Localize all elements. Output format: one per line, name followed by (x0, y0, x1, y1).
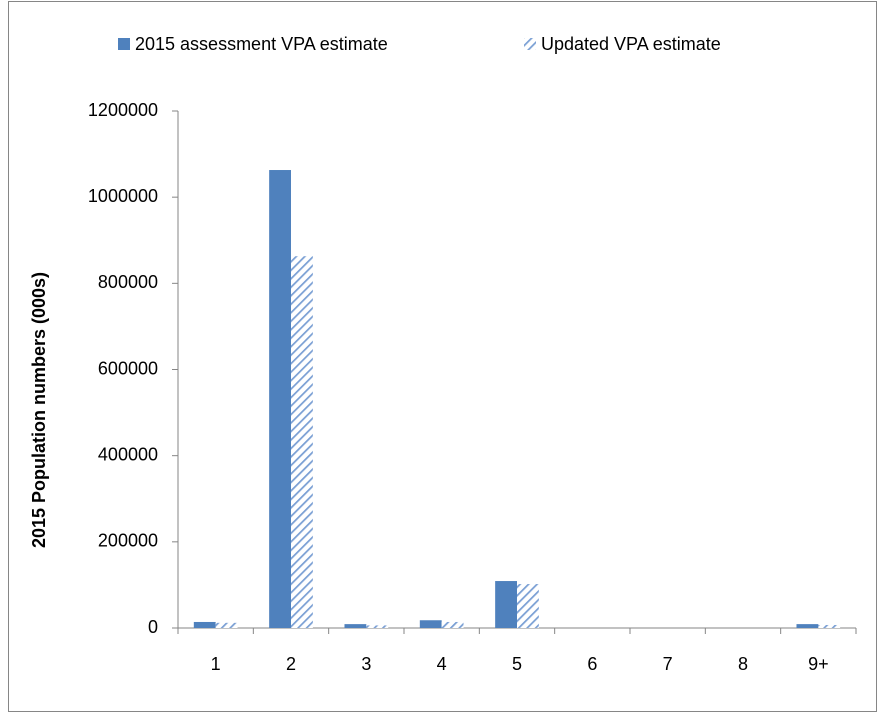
chart-frame (8, 1, 877, 712)
y-tick-label: 800000 (98, 272, 158, 292)
bar (419, 620, 442, 628)
y-tick-label: 600000 (98, 358, 158, 378)
y-tick-label: 1000000 (88, 186, 158, 206)
bar (344, 624, 367, 628)
bar (269, 170, 291, 628)
x-tick-label: 6 (587, 654, 597, 674)
y-tick-label: 400000 (98, 444, 158, 464)
x-tick-label: 7 (663, 654, 673, 674)
x-tick-label: 4 (437, 654, 447, 674)
x-tick-label: 5 (512, 654, 522, 674)
bar (366, 625, 389, 628)
x-tick-label: 8 (738, 654, 748, 674)
x-tick-label: 9+ (808, 654, 829, 674)
y-tick-label: 200000 (98, 531, 158, 551)
bar (495, 581, 517, 628)
legend-label: Updated VPA estimate (541, 34, 721, 54)
y-tick-label: 1200000 (88, 100, 158, 120)
bar (291, 256, 313, 628)
x-tick-label: 3 (361, 654, 371, 674)
legend-label: 2015 assessment VPA estimate (135, 34, 388, 54)
bar (796, 624, 819, 628)
bar (517, 584, 539, 628)
bar (193, 621, 216, 628)
x-tick-label: 1 (211, 654, 221, 674)
bar (215, 622, 238, 628)
y-axis-label: 2015 Population numbers (000s) (29, 272, 49, 548)
x-tick-label: 2 (286, 654, 296, 674)
bar (441, 621, 464, 628)
bar (818, 624, 841, 628)
legend-swatch (118, 38, 130, 50)
y-tick-label: 0 (148, 617, 158, 637)
legend-swatch (524, 38, 536, 50)
